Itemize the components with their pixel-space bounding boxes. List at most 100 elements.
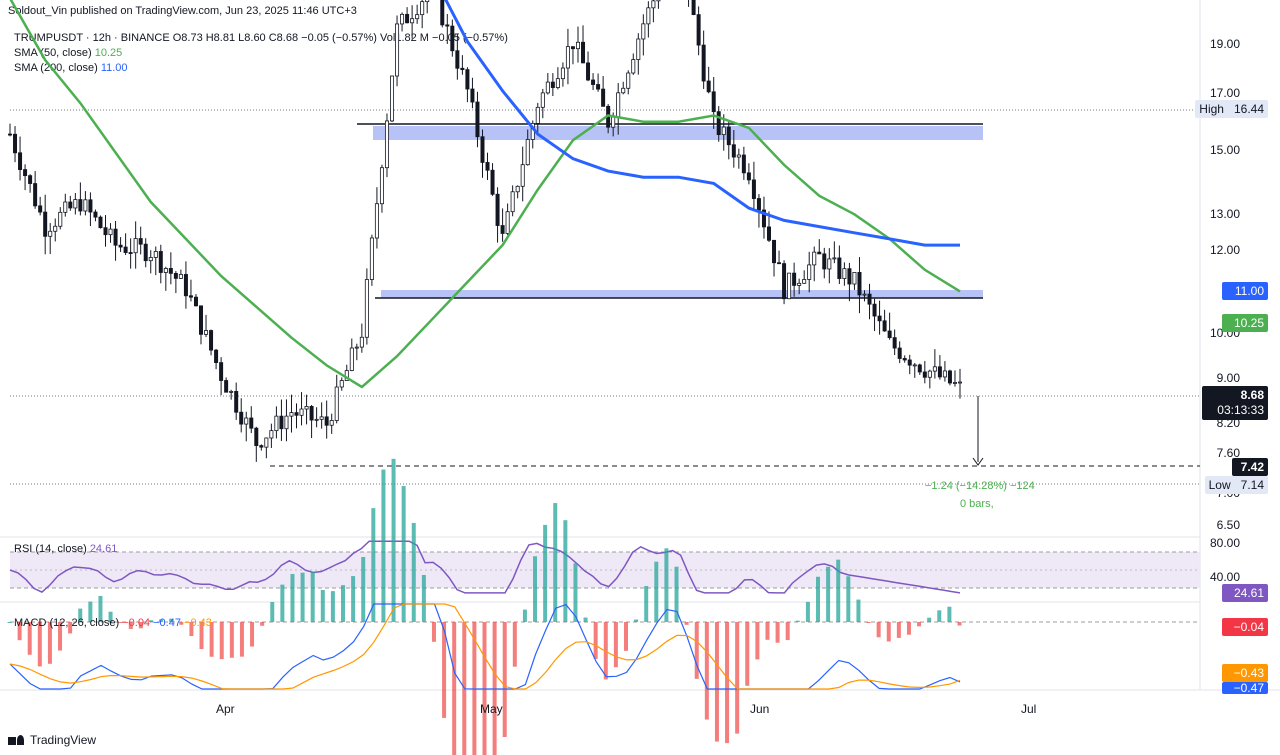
candle-down bbox=[470, 88, 475, 103]
sma200-line[interactable] bbox=[432, 0, 960, 247]
candle-down bbox=[726, 126, 731, 146]
candle-up bbox=[505, 211, 510, 234]
macd-bar bbox=[189, 622, 194, 637]
candle-down bbox=[249, 417, 254, 429]
macd-bar bbox=[270, 601, 275, 622]
macd-bar bbox=[78, 608, 83, 622]
candle-up bbox=[354, 346, 359, 349]
candle-up bbox=[319, 416, 324, 420]
candle-up bbox=[204, 330, 209, 335]
candle-down bbox=[751, 179, 756, 199]
candle-up bbox=[611, 116, 616, 128]
rsi-legend[interactable]: RSI (14, close) 24.61 bbox=[14, 543, 117, 555]
macd-bar bbox=[533, 556, 538, 622]
candle-up bbox=[636, 38, 641, 60]
candle-up bbox=[540, 92, 545, 108]
candle-down bbox=[93, 211, 98, 218]
low-tag: Low 7.14 bbox=[1204, 476, 1268, 494]
rsi-value-tag: 24.61 bbox=[1222, 584, 1268, 602]
candle-down bbox=[777, 262, 782, 265]
sma200-legend[interactable]: SMA (200, close) 11.00 bbox=[14, 62, 128, 74]
candle-down bbox=[219, 362, 224, 381]
candle-down bbox=[922, 371, 927, 378]
candle-down bbox=[907, 359, 912, 366]
candle-down bbox=[294, 412, 299, 416]
macd-bar bbox=[755, 622, 760, 660]
candle-down bbox=[254, 427, 259, 446]
candle-up bbox=[148, 257, 153, 262]
candle-down bbox=[7, 133, 12, 136]
macd-signal-line[interactable] bbox=[9, 603, 961, 690]
candle-up bbox=[374, 203, 379, 239]
candle-down bbox=[128, 252, 133, 254]
candlesticks[interactable] bbox=[7, 0, 963, 462]
candle-up bbox=[364, 279, 369, 338]
candle-down bbox=[500, 225, 505, 234]
bar-countdown: 03:13:33 bbox=[1217, 403, 1264, 417]
time-tick: Jun bbox=[750, 702, 770, 716]
macd-bar bbox=[239, 622, 244, 657]
candle-up bbox=[244, 417, 249, 425]
macd-bar bbox=[452, 622, 457, 755]
price-tick: 13.00 bbox=[1209, 207, 1240, 221]
candle-up bbox=[852, 272, 857, 285]
macd-bar bbox=[361, 556, 366, 622]
candle-up bbox=[520, 164, 525, 187]
candle-up bbox=[862, 293, 867, 296]
candle-up bbox=[420, 1, 425, 16]
candle-down bbox=[440, 0, 445, 26]
macd-bar bbox=[138, 622, 143, 629]
tradingview-logo[interactable]: TradingView bbox=[8, 733, 96, 747]
macd-bar bbox=[947, 606, 952, 622]
candle-down bbox=[746, 172, 751, 181]
candle-up bbox=[410, 18, 415, 24]
candle-up bbox=[616, 92, 621, 118]
candle-down bbox=[118, 244, 123, 248]
candle-down bbox=[234, 390, 239, 413]
candle-down bbox=[123, 246, 128, 253]
price-tick: 19.00 bbox=[1209, 37, 1240, 51]
sma50-legend[interactable]: SMA (50, close) 10.25 bbox=[14, 47, 122, 59]
time-tick: Apr bbox=[216, 702, 235, 716]
macd-legend[interactable]: MACD (12, 26, close) −0.04 −0.47 −0.43 bbox=[14, 617, 212, 629]
macd-bar bbox=[937, 610, 942, 622]
candle-up bbox=[369, 237, 374, 280]
candle-down bbox=[792, 272, 797, 286]
support-zone[interactable] bbox=[381, 290, 983, 298]
candle-down bbox=[601, 88, 606, 107]
candle-down bbox=[882, 320, 887, 332]
candle-down bbox=[711, 91, 716, 113]
high-label: High bbox=[1199, 102, 1224, 116]
sma50-line[interactable] bbox=[9, 0, 961, 389]
candle-down bbox=[199, 305, 204, 335]
price-tick: 7.60 bbox=[1216, 446, 1240, 460]
candle-up bbox=[575, 41, 580, 50]
macd-value: −0.47 bbox=[153, 617, 181, 629]
measure-arrowhead bbox=[972, 457, 984, 466]
candle-up bbox=[797, 282, 802, 286]
candle-up bbox=[560, 67, 565, 80]
macd-bar bbox=[927, 617, 932, 622]
ohlc-values: O8.73 H8.81 L8.60 C8.68 −0.05 (−0.57%) bbox=[172, 32, 377, 44]
resistance-zone[interactable] bbox=[373, 126, 983, 140]
candle-down bbox=[23, 169, 28, 177]
rsi-line[interactable] bbox=[9, 540, 961, 594]
macd-bar bbox=[37, 622, 42, 667]
macd-bar bbox=[108, 611, 113, 622]
candle-down bbox=[696, 14, 701, 46]
candle-down bbox=[158, 251, 163, 273]
last-price-value: 8.68 bbox=[1240, 388, 1264, 402]
brand-name: TradingView bbox=[30, 733, 97, 747]
macd-bar bbox=[7, 622, 12, 623]
candle-down bbox=[259, 445, 264, 448]
symbol-name[interactable]: TRUMPUSDT · 12h · BINANCE bbox=[14, 32, 170, 44]
macd-bar bbox=[684, 622, 689, 625]
candle-up bbox=[269, 430, 274, 439]
macd-bar bbox=[431, 622, 436, 642]
macd-bar bbox=[58, 622, 63, 651]
candle-down bbox=[691, 0, 696, 16]
candle-down bbox=[847, 268, 852, 285]
candle-down bbox=[822, 253, 827, 270]
candle-up bbox=[349, 347, 354, 371]
